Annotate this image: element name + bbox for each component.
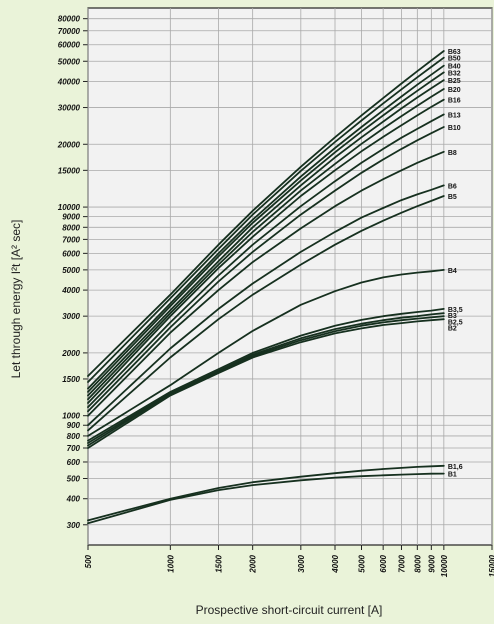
series-line-b5 <box>87 195 445 432</box>
series-label-b16: B16 <box>448 98 461 105</box>
series-line-b16 <box>87 98 445 404</box>
series-label-b50: B50 <box>448 56 461 63</box>
x-tick-label: 4000 <box>331 554 340 573</box>
y-tick-label: 40000 <box>57 77 81 86</box>
x-tick-label: 10000 <box>440 554 449 577</box>
y-tick-label: 800 <box>67 432 81 441</box>
series-line-b20 <box>87 88 445 401</box>
y-tick-label: 300 <box>67 521 81 530</box>
y-tick-label: 30000 <box>58 104 81 113</box>
x-tick-label: 8000 <box>413 554 422 572</box>
series-label-b3-5: B3,5 <box>448 307 463 314</box>
x-tick-label: 9000 <box>427 554 436 572</box>
y-tick-label: 3000 <box>62 312 80 321</box>
series-label-b32: B32 <box>448 70 461 77</box>
series-line-b40 <box>87 64 445 390</box>
plot-area <box>87 7 493 546</box>
series-label-b40: B40 <box>448 64 461 71</box>
series-line-b2 <box>87 318 445 449</box>
y-tick-label: 1500 <box>62 375 80 384</box>
x-axis-title: Prospective short-circuit current [A] <box>196 603 383 617</box>
y-tick-label: 60000 <box>58 41 81 50</box>
series-line-b13 <box>87 113 445 408</box>
series-label-b8: B8 <box>448 150 457 157</box>
series-label-b6: B6 <box>448 183 457 190</box>
series-line-b10 <box>87 126 445 413</box>
y-tick-label: 50000 <box>58 57 81 66</box>
series-label-layer: B63B50B40B32B25B20B16B13B10B8B6B5B4B3,5B… <box>448 49 463 479</box>
series-line-b3 <box>87 312 445 444</box>
x-tick-label: 15000 <box>488 554 494 577</box>
series-label-b10: B10 <box>448 125 461 132</box>
series-layer <box>87 50 445 525</box>
y-tick-label: 10000 <box>58 203 81 212</box>
x-tick-label: 1000 <box>166 554 175 572</box>
y-tick-label: 600 <box>67 458 81 467</box>
y-tick-label: 1000 <box>62 412 80 421</box>
series-line-b63 <box>87 50 445 377</box>
y-tick-label: 700 <box>67 444 81 453</box>
y-tick-label: 500 <box>67 474 81 483</box>
y-axis-title: Let through energy I²t [A² sec] <box>9 220 23 379</box>
y-tick-label: 400 <box>66 495 81 504</box>
y-tick-label: 8000 <box>62 223 80 232</box>
y-tick-label: 900 <box>67 421 81 430</box>
series-line-b6 <box>87 184 445 427</box>
series-line-b3-5 <box>87 308 445 442</box>
series-label-b13: B13 <box>448 112 461 119</box>
x-tick-labels: 500 1000 1500 2000 3000 4000 5000 6000 7000 8000 9… <box>84 554 494 577</box>
series-label-b2-5: B2,5 <box>448 319 463 326</box>
series-label-b25: B25 <box>448 78 461 85</box>
series-label-b2: B2 <box>448 326 457 333</box>
x-tick-label: 3000 <box>297 554 306 572</box>
series-line-b1-6 <box>87 464 445 522</box>
series-label-b3: B3 <box>448 313 457 320</box>
x-tick-label: 7000 <box>397 554 406 572</box>
y-tick-label: 6000 <box>62 249 80 258</box>
series-line-b25 <box>87 79 445 397</box>
series-line-b50 <box>87 56 445 383</box>
series-line-b8 <box>87 150 445 417</box>
series-label-b1: B1 <box>448 472 457 479</box>
series-label-b5: B5 <box>448 194 457 201</box>
x-tick-label: 6000 <box>379 554 388 572</box>
y-tick-label: 15000 <box>58 166 81 175</box>
series-line-b32 <box>87 71 445 393</box>
series-label-b63: B63 <box>448 49 461 56</box>
series-line-b4 <box>87 269 445 437</box>
series-line-b1 <box>87 472 445 525</box>
y-tick-label: 7000 <box>62 235 80 244</box>
y-tick-label: 4000 <box>61 286 80 295</box>
series-label-b20: B20 <box>448 87 461 94</box>
x-tick-label: 500 <box>84 554 93 568</box>
y-tick-label: 5000 <box>62 266 80 275</box>
y-tick-label: 2000 <box>61 349 80 358</box>
x-tick-label: 5000 <box>358 554 367 572</box>
series-label-b4: B4 <box>448 268 457 275</box>
y-tick-label: 70000 <box>58 27 81 36</box>
series-label-b1-6: B1,6 <box>448 464 463 471</box>
y-tick-label: 9000 <box>62 213 80 222</box>
x-tick-label: 1500 <box>214 554 223 572</box>
x-tick-label: 2000 <box>249 554 258 573</box>
series-line-b2-5 <box>87 315 445 447</box>
y-tick-label: 20000 <box>57 140 81 149</box>
y-tick-label: 80000 <box>58 15 81 24</box>
